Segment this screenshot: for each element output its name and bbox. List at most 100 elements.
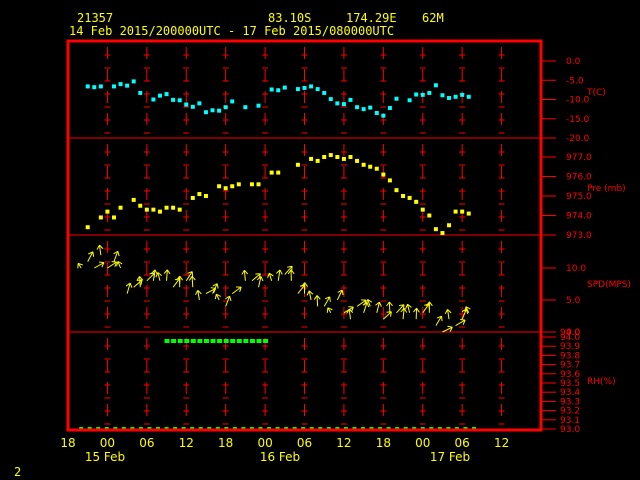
pressure-point xyxy=(328,153,333,158)
pressure-point xyxy=(164,205,169,210)
x-tick-label: 18 xyxy=(60,436,75,450)
pressure-point xyxy=(249,182,254,187)
plot-frame xyxy=(66,39,543,432)
wind-arrow xyxy=(382,311,392,320)
temperature-point xyxy=(210,108,215,113)
temperature-point xyxy=(184,102,189,107)
temperature-point xyxy=(223,105,228,110)
pressure-point xyxy=(407,195,412,200)
temperature-point xyxy=(256,103,261,108)
pressure-point xyxy=(197,192,202,197)
rh-point xyxy=(171,339,177,343)
pressure-point xyxy=(387,178,392,183)
temperature-point xyxy=(466,94,471,99)
temperature-label: T(C) xyxy=(586,88,606,98)
temperature-point xyxy=(348,97,353,102)
y-tick-label: 0.0 xyxy=(566,328,581,338)
wind-arrow xyxy=(413,307,420,320)
temperature-point xyxy=(453,94,458,99)
x-axis-hour-labels: 18 00 06 12 18 00 06 12 18 00 06 12 xyxy=(60,436,509,450)
wind-arrow xyxy=(163,269,171,281)
wind-arrow xyxy=(276,269,283,281)
rh-tick-label: 93.6 xyxy=(560,370,580,380)
y-tick-label: 10.0 xyxy=(566,264,586,274)
x-tick-label: 06 xyxy=(297,436,312,450)
pressure-point xyxy=(256,182,261,187)
temperature-point xyxy=(85,84,90,89)
rh-point xyxy=(263,339,269,343)
pressure-point xyxy=(309,156,314,161)
wind-arrow xyxy=(231,286,242,295)
pressure-point xyxy=(105,209,110,214)
rh-tick-label: 93.8 xyxy=(560,351,580,361)
temperature-series xyxy=(85,79,471,118)
wind-arrow xyxy=(386,301,393,313)
temperature-point xyxy=(460,92,465,97)
temperature-point xyxy=(131,79,136,84)
wind-arrow xyxy=(87,251,95,262)
wind-arrow xyxy=(212,283,219,294)
pressure-point xyxy=(295,162,300,167)
wind-series xyxy=(77,244,471,333)
wind-arrow xyxy=(323,296,331,307)
y-tick-label: -10.0 xyxy=(566,96,590,106)
y-tick-label: 977.0 xyxy=(566,153,592,163)
wind-arrow xyxy=(251,273,261,282)
x-tick-label: 00 xyxy=(257,436,272,450)
wind-arrow xyxy=(444,309,452,320)
pressure-point xyxy=(98,215,103,220)
temperature-point xyxy=(203,110,208,115)
temperature-point xyxy=(295,87,300,92)
wind-arrow xyxy=(256,276,264,288)
pressure-point xyxy=(447,223,452,228)
rh-tick-label: 93.3 xyxy=(560,397,580,407)
y-tick-label: -15.0 xyxy=(566,115,590,125)
pressure-point xyxy=(157,209,162,214)
wind-speed-label: SPD(MPS) xyxy=(587,280,631,290)
time-range: 14 Feb 2015/200000UTC - 17 Feb 2015/0800… xyxy=(69,24,394,38)
rh-axis-ticks: 94.094.093.993.893.793.693.593.493.393.2… xyxy=(541,328,580,435)
wind-arrow xyxy=(136,276,144,288)
rh-point xyxy=(249,339,255,343)
hour-gridlines xyxy=(104,47,505,426)
pressure-point xyxy=(440,231,445,236)
rh-point xyxy=(217,339,223,343)
temperature-point xyxy=(355,105,360,110)
wind-arrow xyxy=(356,299,367,307)
temperature-point xyxy=(420,92,425,97)
wind-arrow xyxy=(405,303,412,313)
pressure-point xyxy=(374,166,379,171)
pressure-point xyxy=(427,213,432,218)
rh-tick-label: 93.4 xyxy=(560,388,580,398)
temperature-point xyxy=(243,105,248,110)
temperature-point xyxy=(315,87,320,92)
station-elevation: 62M xyxy=(422,11,444,25)
rh-tick-label: 93.0 xyxy=(560,425,580,435)
pressure-point xyxy=(368,164,373,169)
temperature-point xyxy=(361,107,366,112)
temperature-point xyxy=(276,88,281,93)
pressure-point xyxy=(381,172,386,177)
pressure-point xyxy=(460,209,465,214)
rh-tick-label: 94.0 xyxy=(560,333,580,343)
corner-label: 2 xyxy=(14,465,21,479)
wind-arrow xyxy=(125,282,133,294)
wind-arrow xyxy=(225,295,232,307)
rh-point xyxy=(223,339,229,343)
wind-arrow xyxy=(442,325,453,333)
wind-arrow xyxy=(188,275,196,288)
wind-arrow xyxy=(176,275,184,288)
temperature-point xyxy=(414,92,419,97)
y-tick-label: 976.0 xyxy=(566,173,592,183)
temperature-point xyxy=(381,113,386,118)
temperature-axis-ticks: 0.0 -5.0 -10.0 -15.0 -20.0 xyxy=(541,57,590,144)
wind-arrow xyxy=(425,301,433,313)
pressure-point xyxy=(322,155,327,159)
pressure-point xyxy=(171,205,176,210)
temperature-point xyxy=(151,97,156,102)
rh-tick-label: 93.9 xyxy=(560,342,580,352)
temperature-point xyxy=(368,105,373,110)
pressure-point xyxy=(118,205,123,210)
temperature-point xyxy=(309,84,314,89)
